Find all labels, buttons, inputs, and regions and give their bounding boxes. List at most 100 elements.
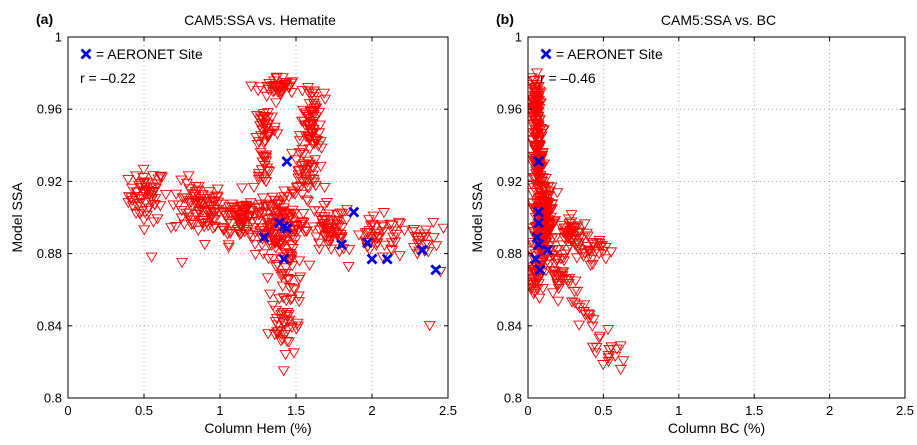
- model-point: [287, 233, 300, 244]
- model-point: [222, 240, 235, 251]
- model-point: [192, 225, 205, 236]
- aeronet-point: [281, 156, 293, 168]
- model-point: [300, 226, 313, 237]
- model-point: [568, 298, 581, 309]
- model-point: [427, 217, 440, 229]
- model-point: [325, 244, 338, 255]
- model-point: [306, 119, 319, 130]
- model-point: [238, 204, 251, 215]
- model-point: [246, 232, 259, 244]
- model-point: [306, 128, 319, 140]
- model-point: [134, 179, 147, 190]
- model-point: [551, 254, 564, 265]
- model-point: [602, 353, 615, 364]
- model-point: [145, 252, 158, 263]
- model-point: [309, 155, 322, 166]
- model-point: [384, 219, 397, 230]
- model-point: [535, 154, 548, 165]
- model-point: [407, 243, 420, 254]
- model-point: [534, 211, 547, 222]
- model-point: [343, 245, 356, 256]
- model-point: [532, 82, 545, 93]
- model-point: [303, 88, 316, 99]
- chart-title: CAM5:SSA vs. Hematite: [184, 12, 336, 28]
- model-point: [570, 253, 583, 264]
- model-point: [205, 211, 218, 222]
- model-point: [252, 202, 265, 213]
- model-point: [275, 240, 288, 251]
- model-point: [531, 88, 544, 99]
- model-point: [320, 198, 333, 209]
- model-point: [224, 210, 237, 221]
- aeronet-point: [533, 217, 545, 229]
- model-point: [562, 278, 575, 290]
- model-point: [535, 243, 548, 255]
- y-tick-label: 0.88: [497, 246, 522, 261]
- model-point: [293, 148, 306, 159]
- legend-marker-icon: [540, 48, 552, 60]
- model-point: [260, 153, 273, 164]
- model-point: [315, 143, 328, 154]
- model-point: [285, 294, 298, 305]
- correlation-annotation: r = –0.46: [540, 70, 596, 86]
- model-point: [208, 196, 221, 207]
- model-point: [263, 240, 276, 251]
- model-point: [276, 206, 289, 217]
- model-point: [377, 208, 390, 219]
- model-point: [528, 106, 541, 117]
- model-ssa-series: [122, 72, 448, 377]
- model-point: [378, 240, 391, 251]
- model-point: [532, 122, 545, 133]
- y-tick-label: 0.88: [37, 246, 62, 261]
- model-point: [571, 300, 584, 311]
- model-point: [571, 238, 584, 249]
- model-point: [196, 206, 209, 217]
- model-point: [367, 211, 380, 222]
- model-point: [563, 273, 576, 285]
- model-point: [275, 326, 288, 337]
- model-point: [268, 126, 281, 137]
- model-point: [295, 219, 308, 230]
- model-point: [212, 197, 225, 208]
- model-point: [294, 272, 307, 283]
- model-point: [269, 317, 282, 328]
- aeronet-point: [278, 253, 290, 265]
- model-point: [314, 120, 327, 131]
- model-point: [332, 228, 345, 239]
- model-point: [126, 201, 139, 212]
- model-point: [430, 241, 443, 252]
- model-point: [393, 251, 406, 262]
- model-point: [256, 114, 269, 125]
- model-point: [602, 356, 615, 368]
- model-point: [586, 239, 599, 250]
- model-point: [587, 315, 600, 326]
- model-point: [284, 213, 297, 224]
- model-point: [257, 174, 270, 185]
- model-point: [271, 260, 284, 271]
- model-point: [308, 206, 321, 217]
- model-point: [296, 189, 309, 201]
- model-point: [548, 271, 561, 282]
- model-point: [584, 260, 597, 272]
- model-point: [270, 72, 283, 83]
- model-point: [293, 297, 306, 308]
- model-point: [226, 202, 239, 214]
- model-point: [292, 170, 305, 181]
- model-point: [264, 289, 277, 300]
- model-point: [331, 217, 344, 228]
- model-point: [528, 287, 541, 298]
- model-point: [528, 264, 540, 275]
- y-tick-label: 1: [515, 30, 522, 45]
- model-point: [394, 219, 407, 230]
- model-point: [257, 249, 270, 260]
- model-point: [262, 215, 275, 226]
- model-point: [256, 193, 269, 204]
- model-point: [299, 120, 312, 131]
- model-point: [270, 211, 283, 222]
- model-point: [262, 253, 275, 265]
- model-point: [256, 124, 269, 135]
- model-point: [581, 231, 594, 242]
- model-point: [571, 243, 584, 254]
- x-tick-label: 2.5: [896, 403, 914, 418]
